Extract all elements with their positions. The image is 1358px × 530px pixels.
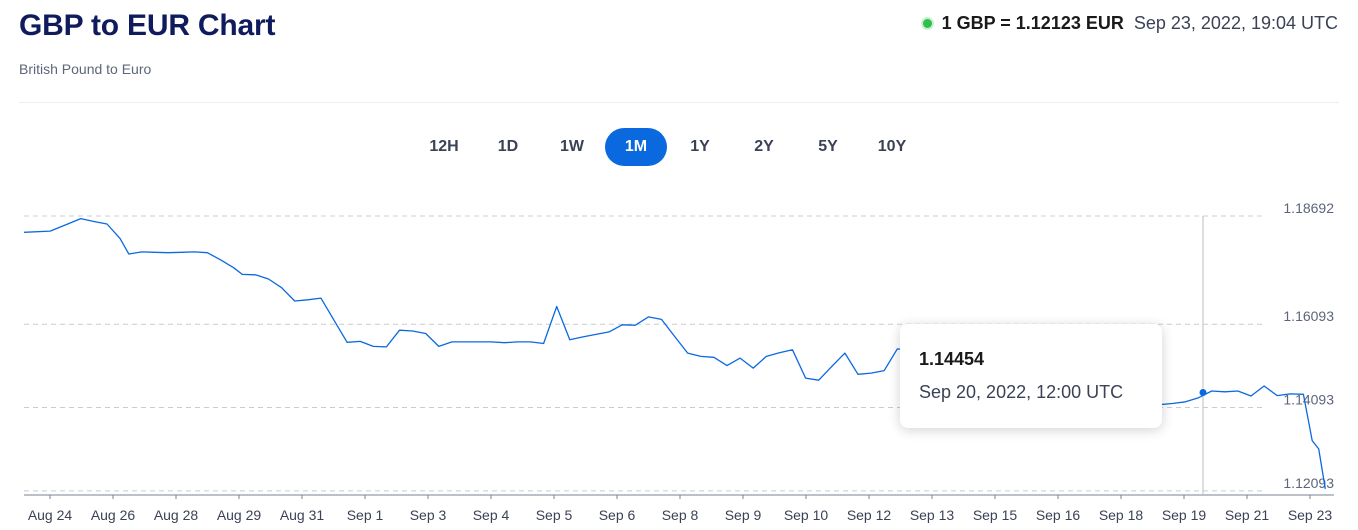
rate-value: 1 GBP = 1.12123 EUR	[941, 13, 1124, 33]
x-tick-label: Sep 10	[784, 507, 829, 523]
x-tick-label: Sep 8	[662, 507, 699, 523]
x-tick-label: Sep 12	[847, 507, 892, 523]
x-tick-label: Sep 21	[1225, 507, 1270, 523]
x-tick-label: Sep 4	[473, 507, 510, 523]
x-tick-label: Aug 31	[280, 507, 325, 523]
live-indicator-icon	[922, 19, 932, 28]
x-tick-label: Aug 26	[91, 507, 136, 523]
x-tick-label: Sep 18	[1099, 507, 1144, 523]
y-tick-label: 1.18692	[1283, 200, 1334, 216]
range-tab-2y[interactable]: 2Y	[733, 128, 795, 166]
range-tab-10y[interactable]: 10Y	[861, 128, 923, 166]
x-tick-label: Sep 15	[973, 507, 1018, 523]
x-tick-label: Sep 1	[347, 507, 384, 523]
range-tab-1y[interactable]: 1Y	[669, 128, 731, 166]
chart-tooltip: 1.14454 Sep 20, 2022, 12:00 UTC	[900, 324, 1162, 428]
x-tick-label: Sep 3	[410, 507, 447, 523]
tooltip-date: Sep 20, 2022, 12:00 UTC	[919, 382, 1124, 402]
tooltip-value: 1.14454	[919, 349, 985, 369]
page-subtitle: British Pound to Euro	[19, 61, 152, 77]
x-tick-label: Sep 16	[1036, 507, 1081, 523]
range-tab-1d[interactable]: 1D	[477, 128, 539, 166]
x-tick-label: Aug 28	[154, 507, 199, 523]
x-tick-label: Sep 5	[536, 507, 573, 523]
range-tab-12h[interactable]: 12H	[413, 128, 475, 166]
range-tab-1w[interactable]: 1W	[541, 128, 603, 166]
x-tick-label: Sep 13	[910, 507, 955, 523]
highlight-point	[1199, 389, 1207, 397]
x-tick-label: Sep 9	[725, 507, 762, 523]
current-rate: 1 GBP = 1.12123 EUR Sep 23, 2022, 19:04 …	[922, 13, 1338, 34]
x-tick-label: Sep 19	[1162, 507, 1207, 523]
x-tick-label: Aug 29	[217, 507, 262, 523]
range-tab-5y[interactable]: 5Y	[797, 128, 859, 166]
range-tab-1m[interactable]: 1M	[605, 128, 667, 166]
y-tick-label: 1.16093	[1283, 308, 1334, 324]
rate-timestamp: Sep 23, 2022, 19:04 UTC	[1133, 13, 1338, 33]
time-range-tabs: 12H 1D 1W 1M 1Y 2Y 5Y 10Y	[413, 128, 925, 166]
x-tick-label: Aug 24	[28, 507, 73, 523]
header-divider	[19, 102, 1339, 103]
page-title: GBP to EUR Chart	[19, 9, 276, 42]
y-tick-label: 1.12093	[1283, 475, 1334, 491]
x-tick-label: Sep 23	[1288, 507, 1333, 523]
x-tick-label: Sep 6	[599, 507, 636, 523]
y-tick-label: 1.14093	[1283, 392, 1334, 408]
